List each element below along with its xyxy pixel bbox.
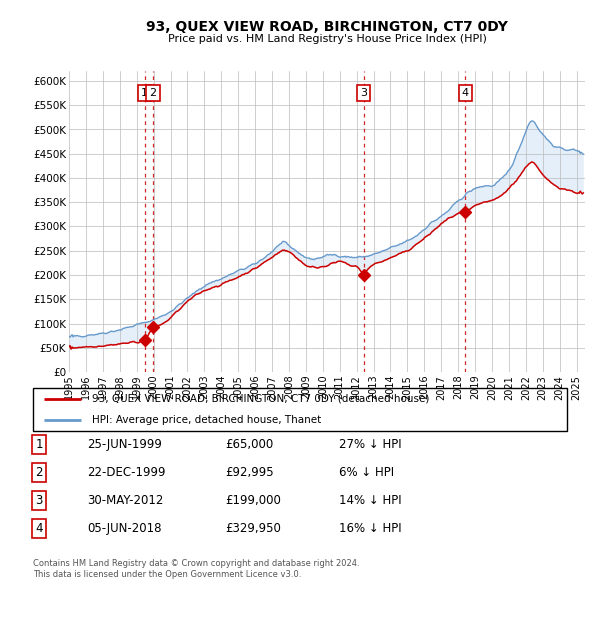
Text: 30-MAY-2012: 30-MAY-2012 [87,494,163,507]
Text: 4: 4 [462,88,469,98]
Text: £65,000: £65,000 [225,438,273,451]
Text: £199,000: £199,000 [225,494,281,507]
Text: 3: 3 [360,88,367,98]
Text: £329,950: £329,950 [225,522,281,534]
Text: 25-JUN-1999: 25-JUN-1999 [87,438,162,451]
Text: £92,995: £92,995 [225,466,274,479]
Text: 4: 4 [35,522,43,534]
Text: 93, QUEX VIEW ROAD, BIRCHINGTON, CT7 0DY: 93, QUEX VIEW ROAD, BIRCHINGTON, CT7 0DY [146,20,508,34]
Text: 3: 3 [35,494,43,507]
Text: 1: 1 [141,88,148,98]
Text: 1: 1 [35,438,43,451]
Text: 6% ↓ HPI: 6% ↓ HPI [339,466,394,479]
Text: 2: 2 [35,466,43,479]
Text: 14% ↓ HPI: 14% ↓ HPI [339,494,401,507]
Text: 2: 2 [149,88,157,98]
Text: Price paid vs. HM Land Registry's House Price Index (HPI): Price paid vs. HM Land Registry's House … [167,34,487,44]
Text: 16% ↓ HPI: 16% ↓ HPI [339,522,401,534]
Text: HPI: Average price, detached house, Thanet: HPI: Average price, detached house, Than… [92,415,321,425]
Text: 27% ↓ HPI: 27% ↓ HPI [339,438,401,451]
Text: 22-DEC-1999: 22-DEC-1999 [87,466,166,479]
Text: Contains HM Land Registry data © Crown copyright and database right 2024.
This d: Contains HM Land Registry data © Crown c… [33,559,359,578]
Text: 05-JUN-2018: 05-JUN-2018 [87,522,161,534]
Text: 93, QUEX VIEW ROAD, BIRCHINGTON, CT7 0DY (detached house): 93, QUEX VIEW ROAD, BIRCHINGTON, CT7 0DY… [92,394,429,404]
